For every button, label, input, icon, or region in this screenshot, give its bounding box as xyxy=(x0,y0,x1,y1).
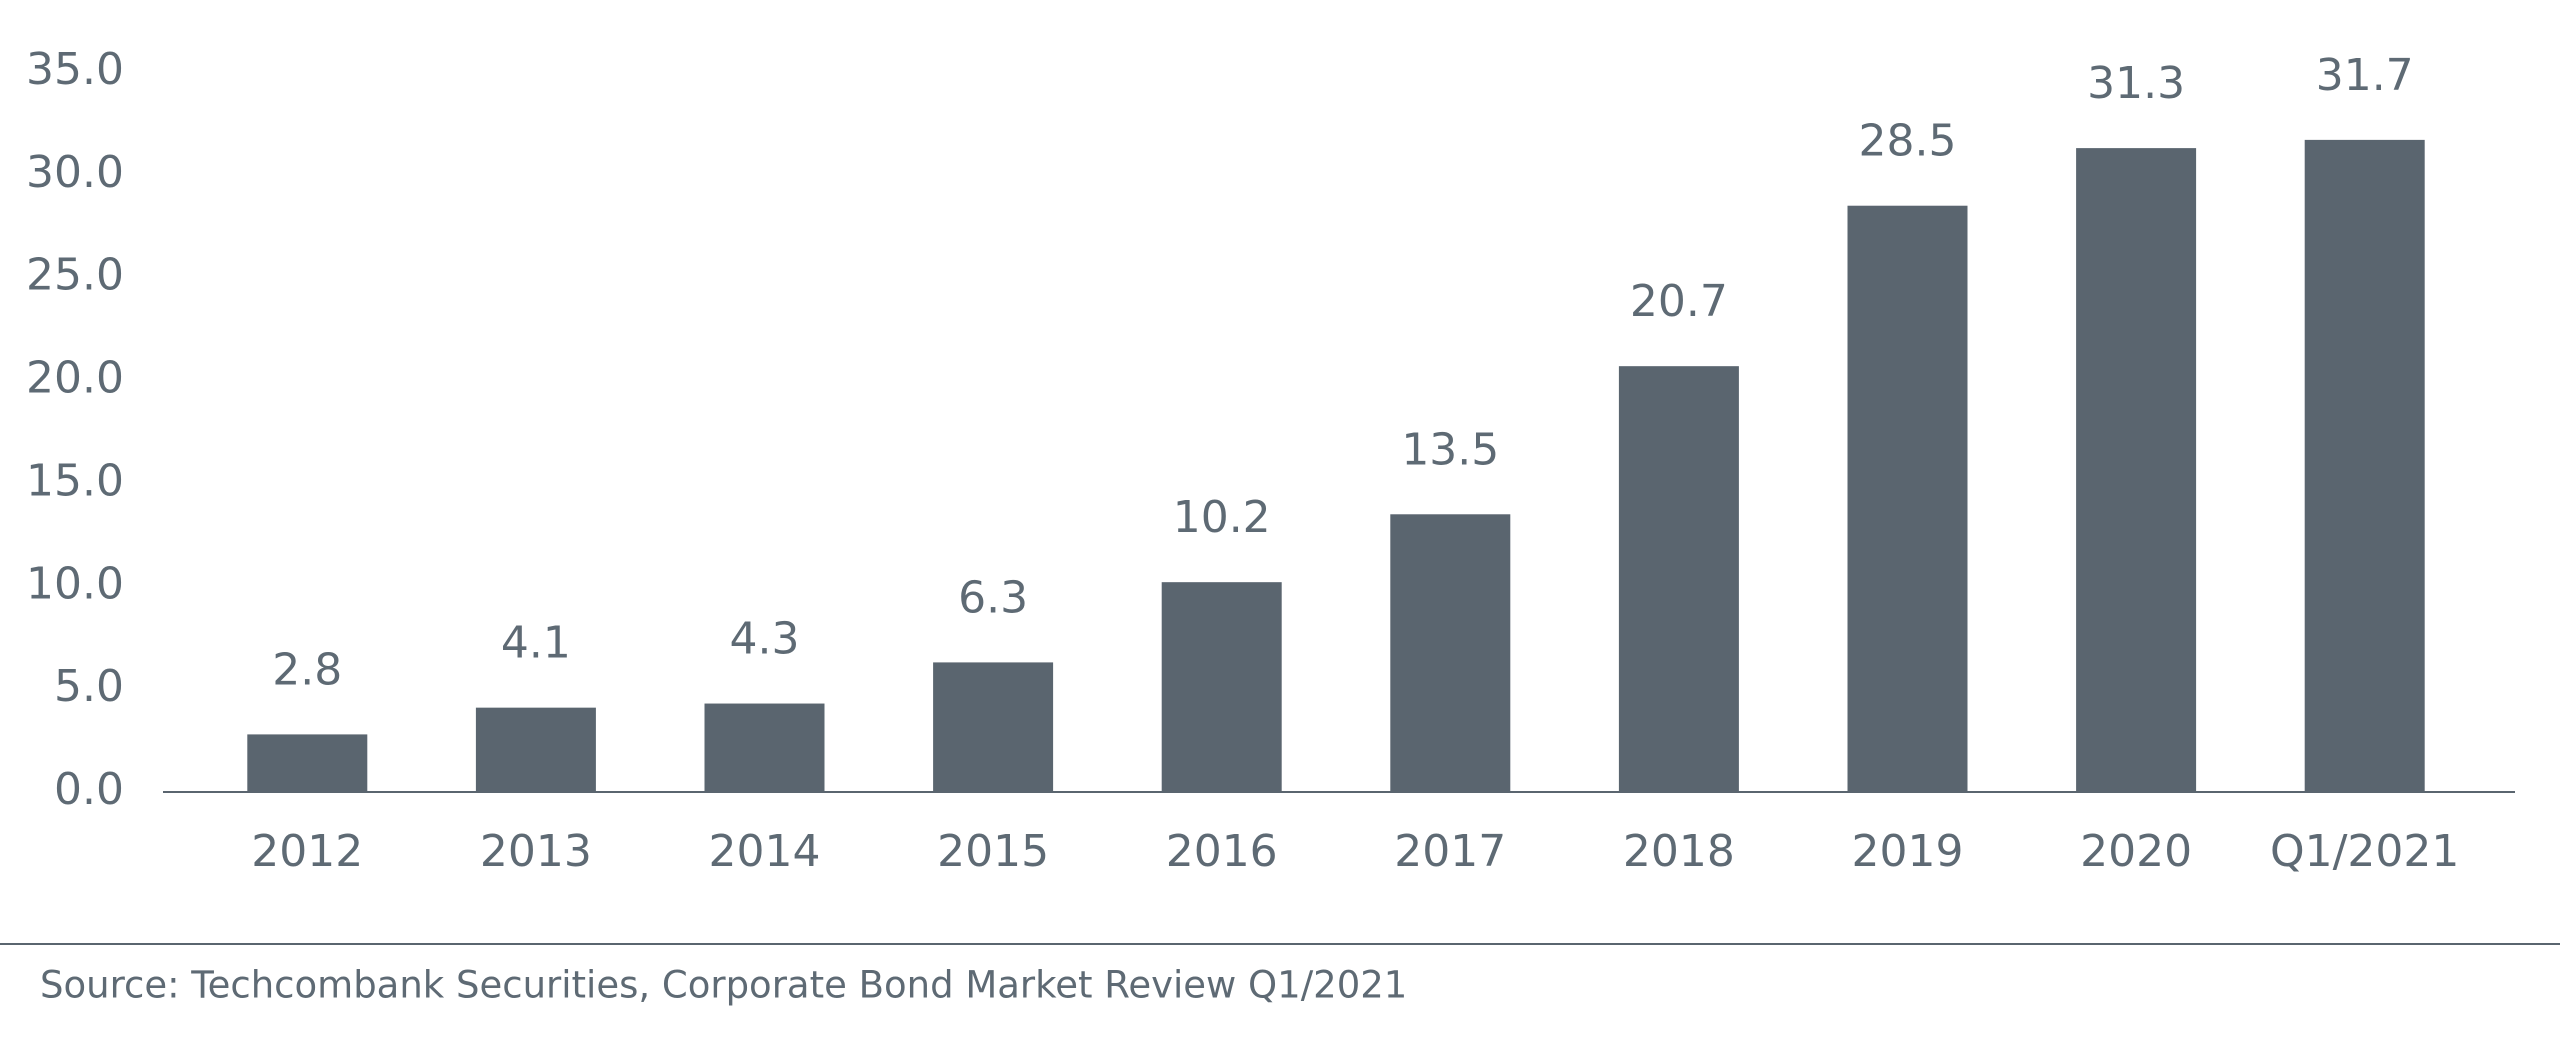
y-tick-label: 10.0 xyxy=(26,558,124,609)
data-label: 20.7 xyxy=(1630,276,1728,327)
data-label: 2.8 xyxy=(272,644,342,695)
bar xyxy=(247,734,368,792)
x-tick-label: 2012 xyxy=(251,826,363,877)
y-tick-label: 0.0 xyxy=(54,764,124,815)
source-note: Source: Techcombank Securities, Corporat… xyxy=(40,964,1407,1007)
x-tick-label: 2014 xyxy=(709,826,821,877)
x-tick-label: 2019 xyxy=(1852,826,1964,877)
y-tick-label: 20.0 xyxy=(26,353,124,404)
x-tick-label: 2020 xyxy=(2080,826,2192,877)
x-tick-label: Q1/2021 xyxy=(2270,826,2459,877)
data-label: 13.5 xyxy=(1401,424,1499,475)
y-tick-label: 30.0 xyxy=(26,147,124,198)
data-label: 31.7 xyxy=(2316,50,2414,101)
data-label: 6.3 xyxy=(958,572,1028,623)
bar xyxy=(1618,366,1739,792)
bar xyxy=(2304,139,2425,792)
x-tick-label: 2015 xyxy=(937,826,1049,877)
y-tick-label: 15.0 xyxy=(26,455,124,506)
bar xyxy=(704,703,825,792)
data-label: 10.2 xyxy=(1173,492,1271,543)
bar xyxy=(1161,582,1282,792)
bar xyxy=(933,662,1054,792)
data-label: 31.3 xyxy=(2087,58,2185,109)
bar xyxy=(1847,205,1968,792)
x-tick-label: 2013 xyxy=(480,826,592,877)
y-tick-label: 35.0 xyxy=(26,44,124,95)
y-tick-label: 5.0 xyxy=(54,661,124,712)
data-label: 28.5 xyxy=(1859,116,1957,167)
bar xyxy=(475,707,596,792)
x-tick-label: 2018 xyxy=(1623,826,1735,877)
x-tick-label: 2017 xyxy=(1394,826,1506,877)
x-tick-label: 2016 xyxy=(1166,826,1278,877)
bar xyxy=(2076,148,2197,793)
data-label: 4.1 xyxy=(501,618,571,669)
data-label: 4.3 xyxy=(730,614,800,665)
bar xyxy=(1390,514,1511,792)
y-tick-label: 25.0 xyxy=(26,250,124,301)
